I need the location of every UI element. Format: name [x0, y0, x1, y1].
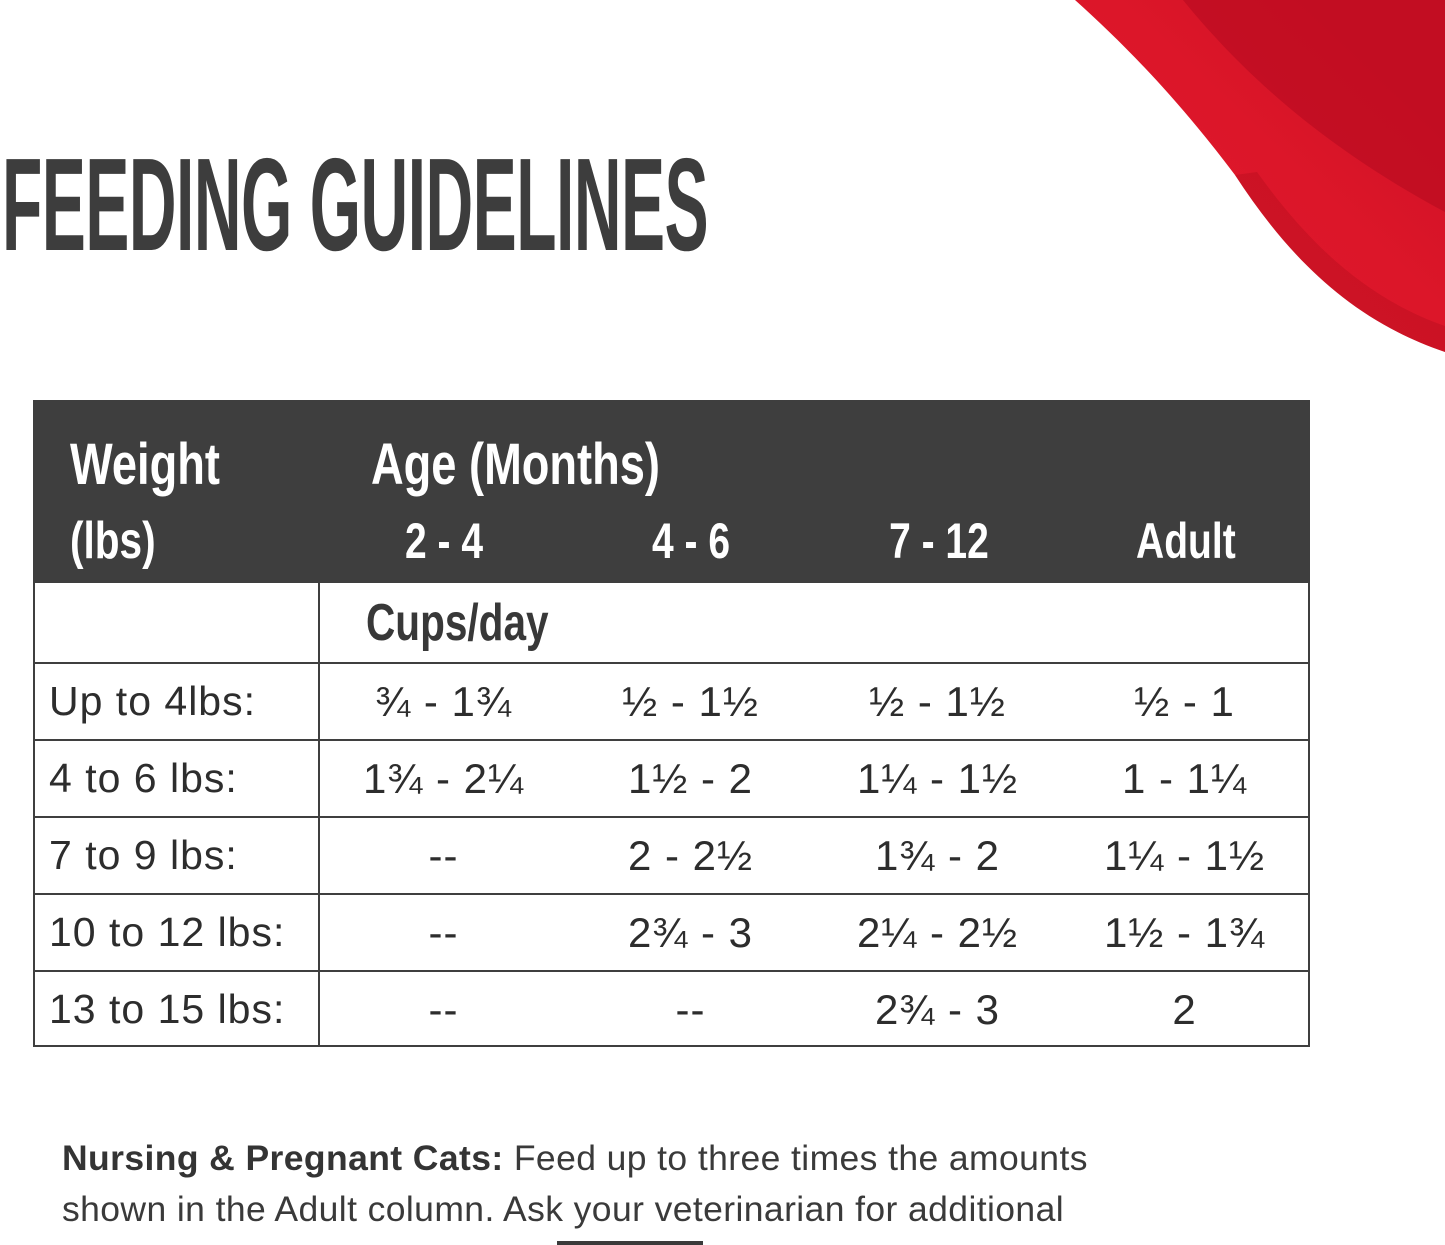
table-cell: 1¼ - 1½	[814, 739, 1061, 816]
note-bold-lead: Nursing & Pregnant Cats:	[62, 1137, 504, 1178]
red-swoosh-graphic	[1075, 0, 1445, 352]
table-cell: --	[320, 970, 567, 1047]
table-row-label: 4 to 6 lbs:	[35, 739, 320, 816]
note-line-1: Nursing & Pregnant Cats: Feed up to thre…	[62, 1133, 1382, 1184]
table-row-label: 10 to 12 lbs:	[35, 893, 320, 970]
header-weight-units-label: (lbs)	[70, 511, 156, 570]
note-line-3: guidance if you’re unsure.	[62, 1235, 1382, 1245]
table-cell: --	[567, 970, 814, 1047]
table-cell: ½ - 1½	[814, 662, 1061, 739]
nursing-pregnant-note: Nursing & Pregnant Cats: Feed up to thre…	[62, 1133, 1382, 1245]
units-row: Cups/day	[320, 583, 1308, 662]
note-line-2: shown in the Adult column. Ask your vete…	[62, 1188, 1065, 1229]
feeding-table-body: Cups/day Up to 4lbs: ¾ - 1¾ ½ - 1½ ½ - 1…	[33, 583, 1310, 1047]
table-cell: 2¾ - 3	[814, 970, 1061, 1047]
header-age-months: Age (Months)	[320, 400, 1310, 498]
units-label: Cups/day	[366, 593, 549, 652]
header-age-4-6-label: 4 - 6	[652, 512, 731, 569]
table-cell: ¾ - 1¾	[320, 662, 567, 739]
table-cell: --	[320, 893, 567, 970]
units-row-empty-cell	[35, 583, 320, 662]
table-cell: 2 - 2½	[567, 816, 814, 893]
table-cell: 1¾ - 2	[814, 816, 1061, 893]
table-cell: ½ - 1	[1061, 662, 1308, 739]
table-cell: --	[320, 816, 567, 893]
table-cell: 1½ - 1¾	[1061, 893, 1308, 970]
table-row-label: 7 to 9 lbs:	[35, 816, 320, 893]
header-weight-label: Weight	[70, 432, 220, 497]
feeding-table-header: Weight Age (Months) (lbs) 2 - 4 4 - 6 7 …	[33, 400, 1310, 583]
table-row-label: 13 to 15 lbs:	[35, 970, 320, 1047]
table-cell: 1½ - 2	[567, 739, 814, 816]
header-age-months-label: Age (Months)	[371, 432, 660, 497]
table-cell: 1¼ - 1½	[1061, 816, 1308, 893]
header-age-adult-label: Adult	[1136, 512, 1237, 569]
note-line-1-rest: Feed up to three times the amounts	[503, 1137, 1088, 1178]
header-age-7-12: 7 - 12	[815, 498, 1063, 583]
header-weight-units: (lbs)	[33, 498, 320, 583]
table-cell: 1¾ - 2¼	[320, 739, 567, 816]
table-cell: 2¼ - 2½	[814, 893, 1061, 970]
header-age-adult: Adult	[1063, 498, 1311, 583]
cutoff-next-section-edge	[557, 1241, 703, 1245]
table-cell: 2	[1061, 970, 1308, 1047]
header-age-7-12-label: 7 - 12	[888, 512, 989, 569]
page-title: FEEDING GUIDELINES	[2, 131, 709, 278]
table-cell: 1 - 1¼	[1061, 739, 1308, 816]
header-age-2-4-label: 2 - 4	[404, 512, 483, 569]
header-age-2-4: 2 - 4	[320, 498, 568, 583]
table-cell: 2¾ - 3	[567, 893, 814, 970]
header-age-4-6: 4 - 6	[568, 498, 816, 583]
table-row-label: Up to 4lbs:	[35, 662, 320, 739]
table-cell: ½ - 1½	[567, 662, 814, 739]
header-weight: Weight	[33, 400, 320, 498]
